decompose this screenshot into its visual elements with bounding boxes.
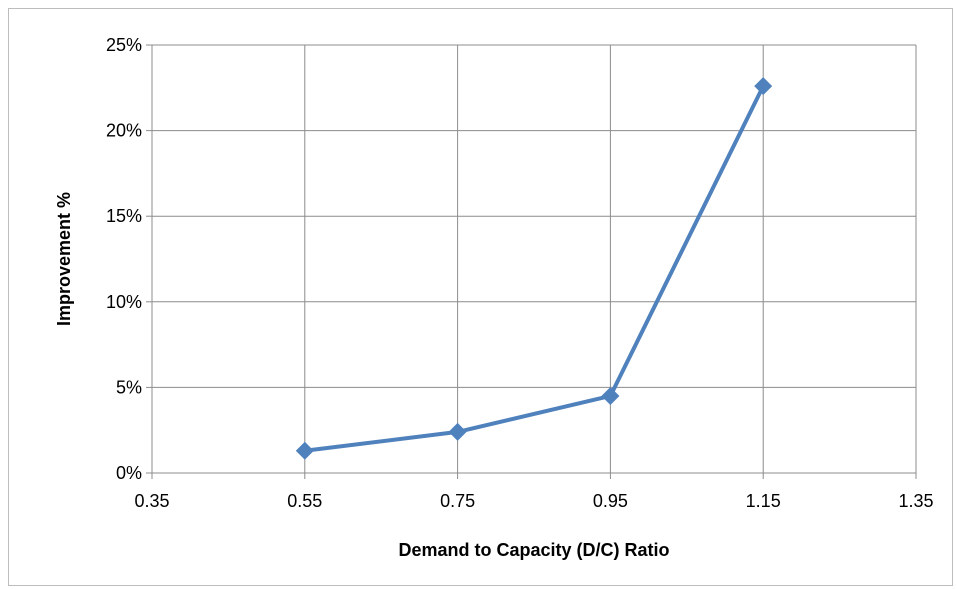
data-point-marker: [601, 386, 620, 405]
x-tick-label: 0.95: [593, 491, 628, 511]
x-axis-title: Demand to Capacity (D/C) Ratio: [398, 540, 669, 560]
y-tick-label: 5%: [116, 377, 142, 397]
series-line: [304, 85, 765, 453]
y-tick-label: 0%: [116, 463, 142, 483]
y-axis-title: Improvement %: [54, 192, 74, 326]
y-tick-label: 10%: [106, 292, 142, 312]
y-tick-label: 15%: [106, 206, 142, 226]
x-tick-label: 0.35: [134, 491, 169, 511]
series-layer: [295, 77, 773, 460]
data-point-marker: [448, 422, 467, 441]
x-tick-label: 1.15: [746, 491, 781, 511]
tick-labels: 0.35 0.55 0.75 0.95 1.15 1.35 0% 5% 10% 15% 20% 25%: [106, 35, 934, 511]
chart-frame: [8, 8, 953, 586]
y-tick-label: 20%: [106, 121, 142, 141]
x-tick-label: 1.35: [898, 491, 933, 511]
x-tick-label: 0.75: [440, 491, 475, 511]
data-point-marker: [754, 77, 773, 96]
x-tick-label: 0.55: [287, 491, 322, 511]
data-point-marker: [295, 441, 314, 460]
y-tick-label: 25%: [106, 35, 142, 55]
